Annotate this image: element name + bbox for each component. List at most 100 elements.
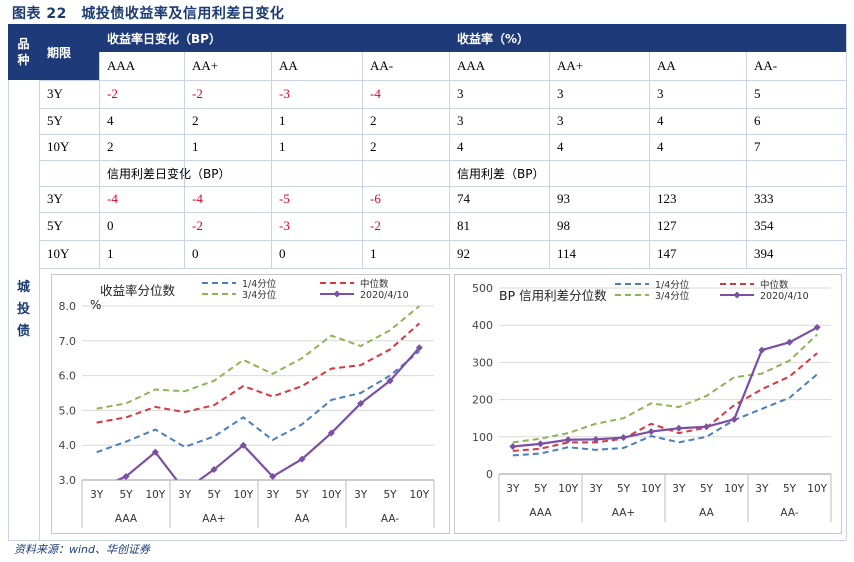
data-point	[327, 429, 335, 437]
yield-value-cell: 5	[754, 86, 761, 101]
rating-header-yield: AAA	[457, 58, 486, 73]
spread-header: 信用利差（BP）	[457, 166, 545, 181]
data-point	[758, 346, 766, 354]
group-label: AAA	[529, 507, 552, 519]
series-line	[96, 322, 420, 424]
series-line	[512, 373, 818, 457]
term-cell: 10Y	[47, 139, 70, 154]
yield-change-cell: 1	[279, 113, 286, 128]
x-tick-label: 10Y	[409, 489, 429, 501]
spread-change-cell: 0	[107, 218, 114, 233]
group-label: AAA	[115, 513, 138, 525]
term-cell: 10Y	[47, 246, 70, 261]
group-label: AA+	[202, 513, 225, 525]
spread-value-cell: 394	[754, 246, 774, 261]
spread-change-cell: 0	[192, 246, 199, 261]
spread-value-cell: 354	[754, 218, 774, 233]
grid-line	[649, 52, 650, 268]
data-point	[592, 435, 600, 443]
yield-value-cell: 4	[557, 139, 564, 154]
spread-value-cell: 127	[657, 218, 677, 233]
data-point	[298, 455, 306, 463]
row-label-char: 投	[16, 302, 30, 317]
series-2	[96, 305, 420, 410]
legend-marker	[733, 291, 741, 299]
series-1	[96, 322, 420, 424]
yield-change-cell: 2	[370, 139, 377, 154]
group-label: AA-	[780, 507, 798, 519]
legend-label: 中位数	[360, 278, 389, 290]
grid-line	[39, 134, 846, 135]
group-label: AA	[699, 507, 714, 519]
x-tick-label: 5Y	[700, 483, 714, 495]
series-line	[96, 305, 420, 410]
term-cell: 3Y	[47, 86, 63, 101]
data-point	[122, 473, 130, 480]
x-tick-label: 5Y	[207, 489, 221, 501]
grid-line	[39, 268, 846, 269]
grid-line	[39, 80, 40, 540]
spread-change-cell: -4	[192, 191, 203, 206]
chart-svg: 3.0 4.0 5.0 6.0 7.0 8.0 3Y 5Y 10Y 3Y 5Y 10Y 3Y 5Y 10Y 3…	[59, 278, 435, 528]
data-point	[730, 415, 738, 423]
yield-change-cell: -3	[279, 86, 290, 101]
series-line	[512, 333, 818, 444]
data-point	[386, 377, 394, 385]
series-3	[114, 344, 423, 480]
term-cell: 5Y	[47, 113, 63, 128]
data-point	[357, 399, 365, 407]
spread-change-cell: -3	[279, 218, 290, 233]
spread-change-cell: -2	[192, 218, 203, 233]
yield-value-cell: 4	[457, 139, 464, 154]
spread-change-cell: 1	[107, 246, 114, 261]
header-variety-char: 品	[17, 37, 30, 51]
grid-line	[39, 212, 846, 213]
y-tick-label: 300	[472, 356, 493, 369]
row-label-char: 债	[16, 324, 30, 339]
legend-label: 1/4分位	[655, 279, 690, 291]
term-cell: 3Y	[47, 191, 63, 206]
grid-line	[449, 52, 450, 268]
chart-title: 收益率分位数	[100, 283, 176, 298]
yield-change-cell: 4	[107, 113, 114, 128]
series-line	[512, 326, 818, 448]
spread-change-cell: 1	[370, 246, 377, 261]
y-tick-label: 3.0	[59, 474, 77, 487]
rating-header-change: AA+	[192, 58, 219, 73]
data-point	[813, 323, 821, 331]
rating-header-yield: AA-	[754, 58, 778, 73]
x-tick-label: 3Y	[266, 489, 280, 501]
y-tick-label: 100	[472, 431, 493, 444]
yield-quantile-chart: 3.0 4.0 5.0 6.0 7.0 8.0 3Y 5Y 10Y 3Y 5Y 10Y 3Y 5Y 10Y 3…	[51, 274, 450, 534]
y-tick-label: 0	[486, 468, 493, 481]
spread-value-cell: 123	[657, 191, 677, 206]
y-tick-label: 7.0	[59, 335, 77, 348]
rating-header-yield: AA+	[557, 58, 584, 73]
yield-change-cell: 2	[370, 113, 377, 128]
data-point	[675, 424, 683, 432]
spread-value-cell: 74	[457, 191, 470, 206]
series-1	[512, 352, 818, 452]
spread-quantile-chart: 0 100 200 300 400 500 3Y 5Y 10Y 3Y 5Y 10Y 3Y 5Y 10Y 3Y 5…	[454, 274, 842, 534]
x-tick-label: 3Y	[672, 483, 686, 495]
x-tick-label: 10Y	[321, 489, 341, 501]
header-yield-change: 收益率日变化（BP）	[99, 24, 449, 52]
spread-change-cell: -5	[279, 191, 290, 206]
data-point	[269, 473, 277, 480]
series-2	[512, 333, 818, 444]
x-tick-label: 10Y	[724, 483, 744, 495]
rating-header-change: AA-	[370, 58, 394, 73]
data-point	[786, 338, 793, 346]
series-line	[114, 347, 421, 480]
series-3	[509, 323, 821, 450]
data-point	[537, 440, 544, 448]
legend-label: 2020/4/10	[760, 291, 809, 302]
series-0	[96, 350, 420, 454]
yield-change-cell: -4	[370, 86, 381, 101]
row-label-char: 城	[16, 280, 30, 295]
yield-change-cell: 1	[192, 139, 199, 154]
chart-title: BP 信用利差分位数	[499, 288, 607, 303]
y-tick-label: 5.0	[59, 404, 77, 417]
series-0	[512, 373, 818, 457]
data-point	[647, 428, 655, 436]
